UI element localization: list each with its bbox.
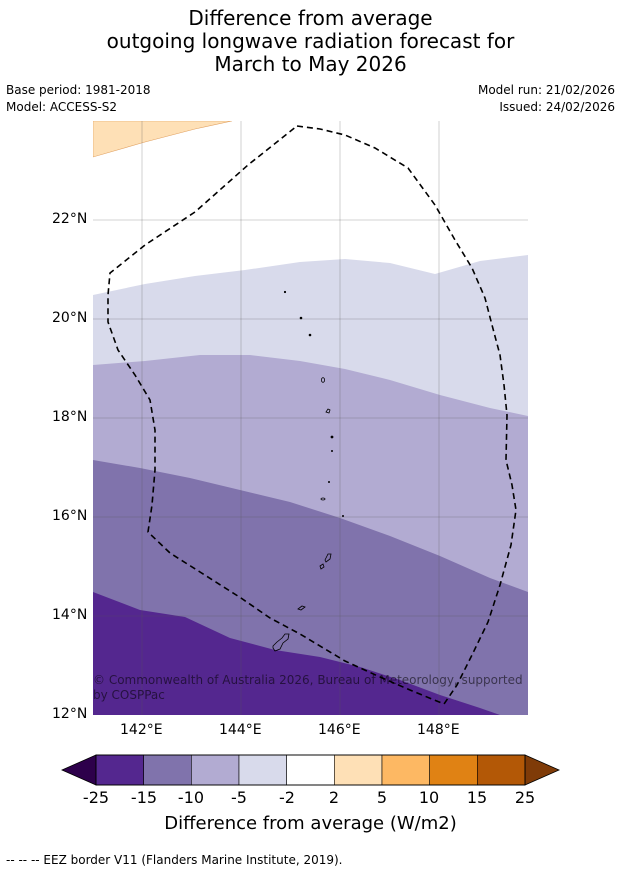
longitude-gridlines [141, 121, 440, 715]
lon-label-144e: 144°E [219, 722, 262, 738]
colorbar-cell [191, 754, 240, 786]
saipan-island [324, 553, 332, 563]
base-period-text: Base period: 1981-2018 [6, 83, 151, 97]
colorbar [61, 754, 560, 786]
lon-label-148e: 148°E [417, 722, 460, 738]
colorbar-tick: 5 [376, 788, 388, 807]
latitude-gridlines [93, 219, 528, 617]
islands [272, 290, 344, 652]
footer-eez-note: -- -- -- EEZ border V11 (Flanders Marine… [6, 853, 343, 867]
lon-label-146e: 146°E [318, 722, 361, 738]
lon-label-142e: 142°E [120, 722, 163, 738]
model-run-text: Model run: 21/02/2026 [477, 83, 615, 97]
copyright-line2: by COSPPac [93, 688, 165, 702]
chart-title-line1: Difference from average [188, 6, 433, 30]
anomaly-band-positive-2-5 [93, 121, 233, 158]
colorbar-tick: -15 [130, 788, 158, 807]
issued-text: Issued: 24/02/2026 [499, 100, 615, 114]
colorbar-tick: 15 [466, 788, 488, 807]
lat-label-22n: 22°N [52, 211, 88, 227]
chart-title-line2: outgoing longwave radiation forecast for [106, 29, 515, 53]
colorbar-cell [334, 754, 383, 786]
colorbar-tick: -25 [82, 788, 110, 807]
copyright-line1: © Commonwealth of Australia 2026, Bureau… [93, 673, 523, 687]
lat-label-16n: 16°N [52, 508, 88, 524]
model-text: Model: ACCESS-S2 [6, 100, 118, 114]
colorbar-tick: -10 [177, 788, 205, 807]
lat-label-18n: 18°N [52, 409, 88, 425]
lat-label-14n: 14°N [52, 607, 88, 623]
colorbar-cell [477, 754, 526, 786]
colorbar-tick: 10 [418, 788, 440, 807]
eez-border [107, 125, 517, 705]
lat-label-20n: 20°N [52, 310, 88, 326]
colorbar-tick: 25 [514, 788, 536, 807]
colorbar-tick: -2 [279, 788, 295, 807]
colorbar-label: Difference from average (W/m2) [164, 813, 457, 834]
chart-title-line3: March to May 2026 [214, 52, 407, 76]
guam-island [272, 633, 290, 652]
colorbar-cell [143, 754, 192, 786]
colorbar-cell [381, 754, 430, 786]
colorbar-over-triangle [524, 754, 560, 786]
colorbar-tick: 2 [328, 788, 340, 807]
colorbar-cell [95, 754, 144, 786]
colorbar-cell [286, 754, 335, 786]
tinian-island [319, 563, 325, 570]
colorbar-under-triangle [61, 754, 97, 786]
lat-label-12n: 12°N [52, 706, 88, 722]
colorbar-cell [238, 754, 287, 786]
colorbar-cell [429, 754, 478, 786]
colorbar-tick: -5 [231, 788, 247, 807]
